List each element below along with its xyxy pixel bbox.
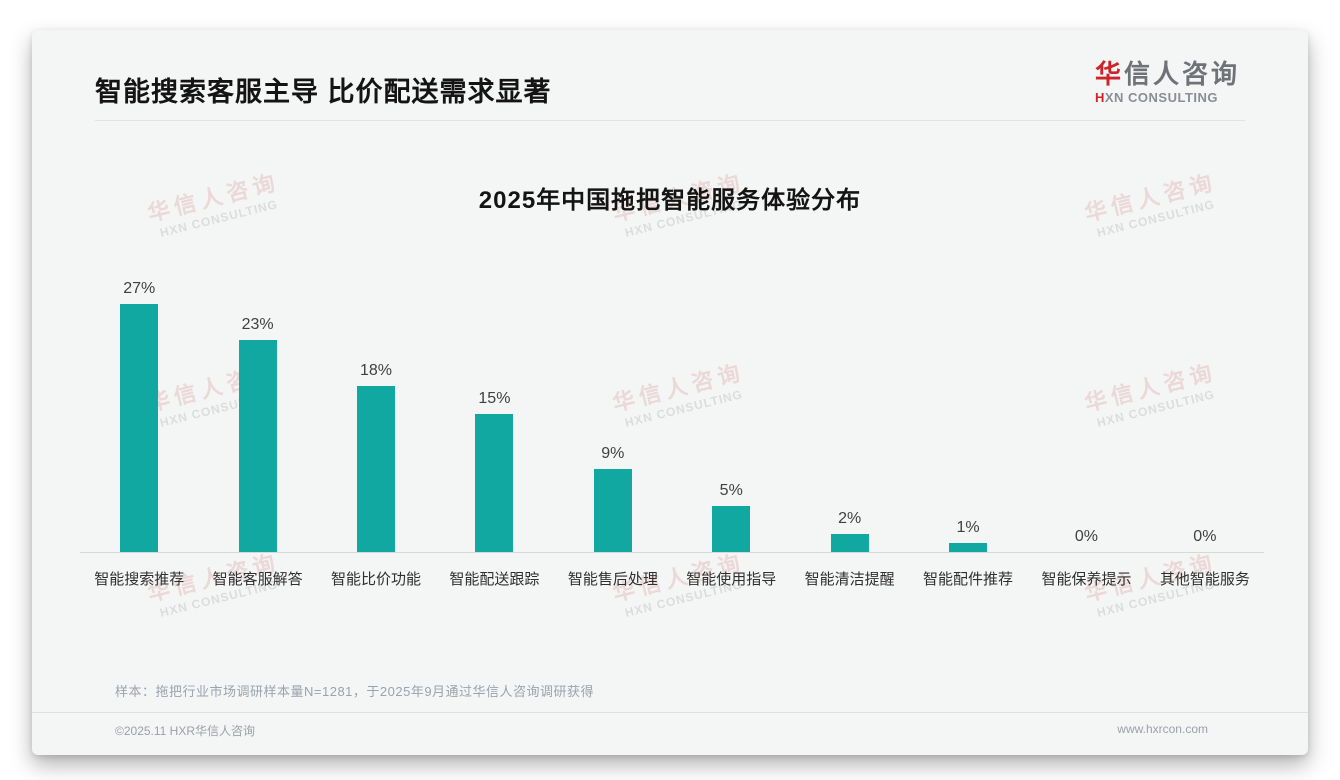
chart-plot-area: 27% 23% 18% 15% 9% 5% 2% 1% 0% 0% [80, 252, 1264, 553]
bar-category-label: 智能客服解答 [212, 571, 303, 588]
bar-column: 9% [554, 252, 672, 552]
bar-value-label: 1% [956, 519, 980, 536]
bar-category-label: 智能配件推荐 [923, 571, 1014, 588]
copyright-text: ©2025.11 HXR华信人咨询 [115, 724, 255, 738]
bar-value-label: 9% [601, 445, 625, 462]
bar [238, 340, 277, 552]
bar-category-label: 其他智能服务 [1159, 571, 1250, 588]
bar [593, 469, 632, 552]
bar-category-label: 智能使用指导 [686, 571, 777, 588]
report-slide-card: 华信人咨询 HXN CONSULTING 华信人咨询 HXN CONSULTING 华信… [32, 30, 1308, 755]
bar-category-label: 智能保养提示 [1041, 571, 1132, 588]
bar [712, 506, 751, 552]
bar-column: 23% [198, 252, 316, 552]
brand-logo-chinese: 华信人咨询 [1094, 59, 1240, 89]
bar-column: 18% [317, 252, 435, 552]
brand-logo-english: HXN CONSULTING [1094, 89, 1219, 105]
bar-column: 2% [790, 252, 908, 552]
bar-value-label: 27% [123, 280, 156, 297]
bar-column: 27% [80, 252, 198, 552]
bar-category-label: 智能清洁提醒 [804, 571, 895, 588]
bar-value-label: 15% [478, 390, 511, 407]
page-title: 智能搜索客服主导 比价配送需求显著 [95, 77, 552, 107]
bar-column: 0% [1027, 252, 1145, 552]
bar-column: 15% [435, 252, 553, 552]
bar-column: 5% [672, 252, 790, 552]
brand-logo: 华信人咨询 HXN CONSULTING [1094, 59, 1240, 105]
bar-value-label: 0% [1074, 528, 1099, 545]
bar-value-label: 23% [241, 316, 274, 333]
bar [120, 304, 159, 552]
sample-footnote: 样本：拖把行业市场调研样本量N=1281，于2025年9月通过华信人咨询调研获得 [115, 684, 595, 699]
bar [830, 534, 869, 552]
bar-column: 1% [909, 252, 1027, 552]
chart-category-axis: 智能搜索推荐 智能客服解答 智能比价功能 智能配送跟踪 智能售后处理 智能使用指导 智能清洁… [80, 568, 1264, 589]
bar-column: 0% [1146, 252, 1264, 552]
website-url: www.hxrcon.com [1117, 722, 1208, 736]
bar-value-label: 5% [719, 482, 743, 499]
bar [949, 543, 988, 552]
bar-value-label: 2% [838, 510, 862, 527]
bar [475, 414, 514, 552]
header-divider [95, 120, 1245, 121]
bar-category-label: 智能比价功能 [331, 571, 422, 588]
footer-divider [32, 712, 1308, 713]
bar-category-label: 智能配送跟踪 [449, 571, 540, 588]
bar-value-label: 0% [1193, 528, 1217, 545]
bar-category-label: 智能售后处理 [567, 571, 658, 588]
chart-title: 2025年中国拖把智能服务体验分布 [478, 187, 862, 214]
bar [357, 386, 396, 552]
bar-value-label: 18% [360, 362, 393, 379]
bar-category-label: 智能搜索推荐 [94, 571, 185, 588]
